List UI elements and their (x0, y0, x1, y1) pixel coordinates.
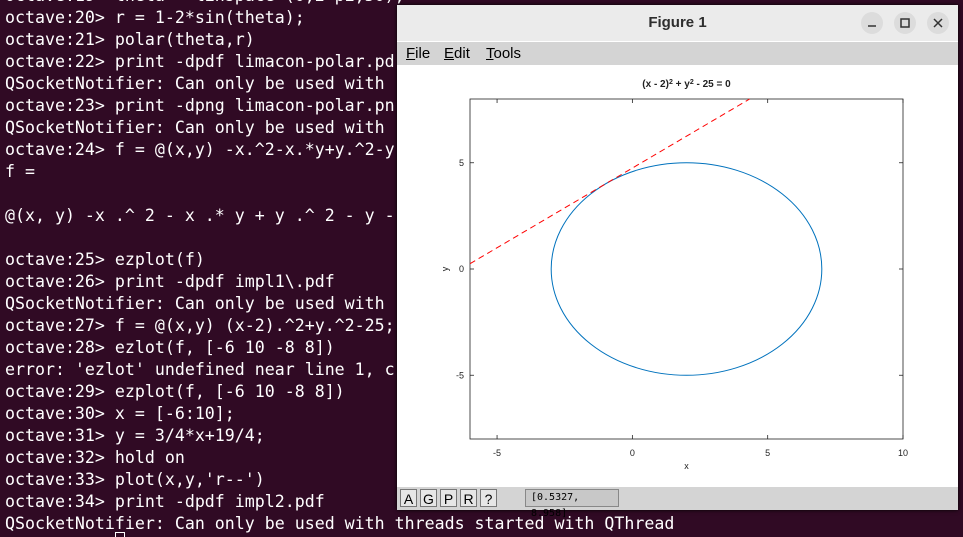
close-button[interactable] (927, 12, 949, 34)
title-part: + y (673, 79, 690, 90)
menu-bar: File Edit Tools (397, 42, 958, 66)
terminal-line: octave:33> plot(x,y,'r--') (5, 470, 265, 489)
terminal-line: octave:34> print -dpdf impl2.pdf (5, 492, 325, 511)
terminal-line: octave:26> print -dpdf impl1\.pdf (5, 272, 335, 291)
y-axis-label: y (440, 266, 450, 271)
toolbar-button[interactable]: A (400, 489, 417, 507)
chart-title: (x - 2)2 + y2 - 25 = 0 (642, 79, 731, 91)
y-tick-label: -5 (456, 370, 464, 380)
title-part: 2 (669, 79, 673, 86)
terminal-line: QSocketNotifier: Can only be used with (5, 74, 385, 93)
toolbar-button[interactable]: P (440, 489, 457, 507)
terminal-line: octave:23> print -dpng limacon-polar.pn (5, 96, 395, 115)
terminal-line: octave:27> f = @(x,y) (x-2).^2+y.^2-25; (5, 316, 395, 335)
title-bar: Figure 1 (397, 5, 958, 41)
toolbar: [0.5327, 8.958] A G P R? (397, 487, 958, 519)
terminal-line: QSocketNotifier: Can only be used with (5, 294, 385, 313)
terminal-line: octave:32> hold on (5, 448, 185, 467)
x-tick-label: -5 (493, 448, 501, 458)
plot-background (397, 65, 958, 487)
line-series (469, 98, 750, 265)
cursor (115, 532, 125, 537)
terminal-line: octave:22> print -dpdf limacon-polar.pd (5, 52, 395, 71)
toolbar-button[interactable]: ? (480, 489, 497, 507)
maximize-button[interactable] (894, 12, 916, 34)
title-part: - 25 = 0 (694, 79, 731, 90)
y-tick-label: 0 (459, 264, 464, 274)
menu-item[interactable]: File (406, 45, 431, 62)
window-title: Figure 1 (648, 14, 707, 31)
terminal-line: octave:24> f = @(x,y) -x.^2-x.*y+y.^2-y (5, 140, 395, 159)
terminal-line: f = (5, 162, 35, 181)
terminal-line: error: 'ezlot' undefined near line 1, c (5, 360, 395, 379)
terminal-line: octave:20> r = 1-2*sin(theta); (5, 8, 305, 27)
terminal-line: octave:28> ezlot(f, [-6 10 -8 8]) (5, 338, 335, 357)
window-controls (861, 12, 949, 34)
terminal-line: octave:30> x = [-6:10]; (5, 404, 235, 423)
x-tick-label: 10 (898, 448, 908, 458)
terminal-line: octave:19> theta = linspace (0,2*pi,50); (5, 0, 405, 7)
terminal-line: octave:31> y = 3/4*x+19/4; (5, 426, 265, 445)
terminal-line: QSocketNotifier: Can only be used with (5, 118, 385, 137)
x-tick-label: 5 (765, 448, 770, 458)
terminal-line: octave:29> ezplot(f, [-6 10 -8 8]) (5, 382, 345, 401)
title-part: (x - 2) (642, 79, 669, 90)
terminal-line: octave:25> ezplot(f) (5, 250, 205, 269)
terminal-line: octave:21> polar(theta,r) (5, 30, 255, 49)
toolbar-button[interactable]: G (420, 489, 437, 507)
figure-window: Figure 1 File Edit Tools (x - 2)2 + y2 - 2… (397, 5, 958, 519)
x-axis-label: x (684, 461, 689, 471)
menu-item[interactable]: Tools (486, 45, 522, 62)
curve (550, 162, 823, 376)
x-tick-label: 0 (630, 448, 635, 458)
y-tick-label: 5 (459, 158, 464, 168)
terminal-line: @(x, y) -x .^ 2 - x .* y + y .^ 2 - y - (5, 206, 395, 225)
menu-item[interactable]: Edit (444, 45, 470, 62)
status-field: [0.5327, 8.958] (525, 489, 619, 519)
toolbar-button[interactable]: R (460, 489, 477, 507)
terminal-line: QSocketNotifier: Can only be used with t… (5, 514, 675, 533)
title-part: 2 (690, 79, 694, 86)
minimize-button[interactable] (861, 12, 883, 34)
